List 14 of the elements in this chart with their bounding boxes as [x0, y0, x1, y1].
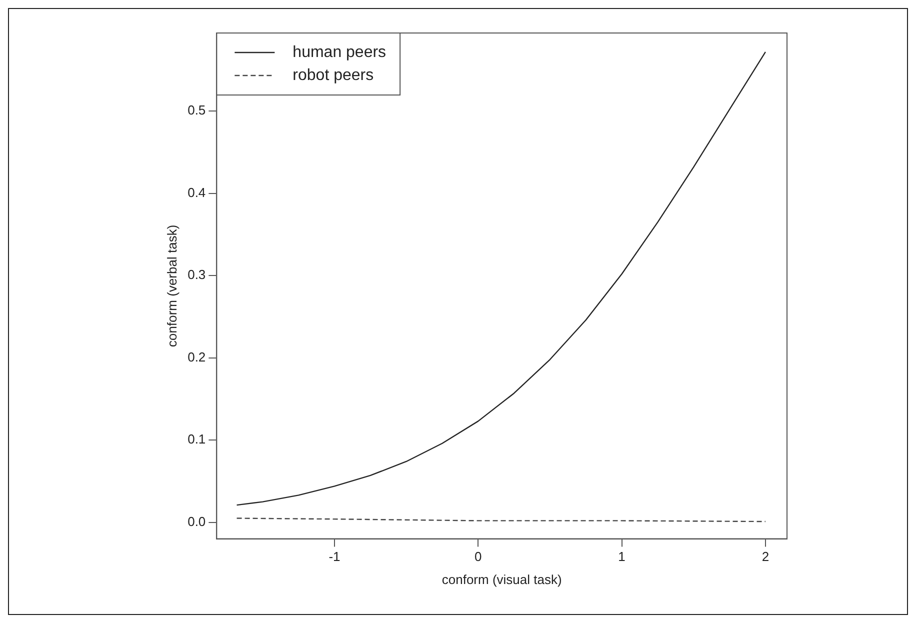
y-tick-label: 0.1	[188, 432, 206, 447]
x-tick-label: 1	[618, 549, 626, 564]
x-tick-label: 2	[762, 549, 770, 564]
y-tick-label: 0.2	[188, 349, 206, 364]
x-axis-title: conform (visual task)	[442, 572, 562, 587]
y-tick-label: 0.3	[188, 267, 206, 282]
x-tick-label: -1	[328, 549, 340, 564]
y-axis-title: conform (verbal task)	[164, 224, 180, 347]
x-tick-label: 0	[474, 549, 482, 564]
legend-label: human peers	[292, 44, 386, 61]
y-tick-label: 0.4	[188, 184, 206, 200]
y-tick-label: 0.0	[188, 514, 206, 529]
y-tick-label: 0.5	[188, 102, 206, 118]
legend-label: robot peers	[292, 66, 374, 84]
